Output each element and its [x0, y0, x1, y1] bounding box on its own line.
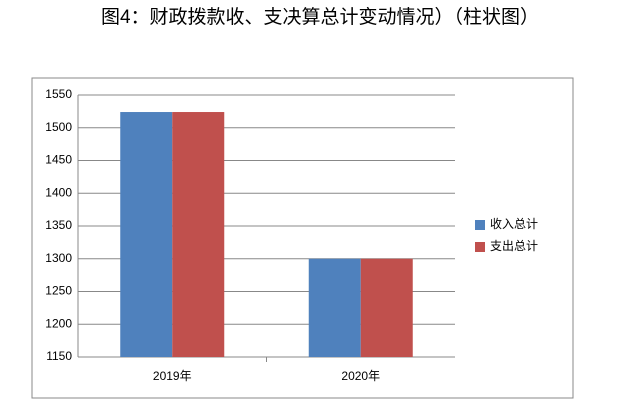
- legend-swatch: [475, 220, 485, 230]
- bar: [120, 112, 173, 357]
- legend-swatch: [475, 242, 485, 252]
- bar: [308, 258, 361, 357]
- y-tick-label: 1200: [45, 316, 72, 330]
- bar: [360, 258, 413, 357]
- y-tick-label: 1300: [45, 251, 72, 265]
- y-tick-label: 1250: [45, 284, 72, 298]
- chart-frame: [31, 77, 574, 399]
- legend-label: 收入总计: [490, 217, 538, 231]
- y-tick-label: 1550: [45, 87, 72, 101]
- x-tick-label: 2019年: [153, 369, 192, 383]
- y-tick-label: 1400: [45, 185, 72, 199]
- chart-title: 图4：财政拨款收、支决算总计变动情况）（柱状图）: [101, 6, 539, 28]
- bar: [172, 112, 225, 357]
- x-tick-label: 2020年: [341, 369, 380, 383]
- y-tick-label: 1500: [45, 120, 72, 134]
- legend-label: 支出总计: [490, 239, 538, 253]
- y-tick-label: 1350: [45, 218, 72, 232]
- y-tick-label: 1450: [45, 153, 72, 167]
- y-tick-label: 1150: [46, 349, 72, 363]
